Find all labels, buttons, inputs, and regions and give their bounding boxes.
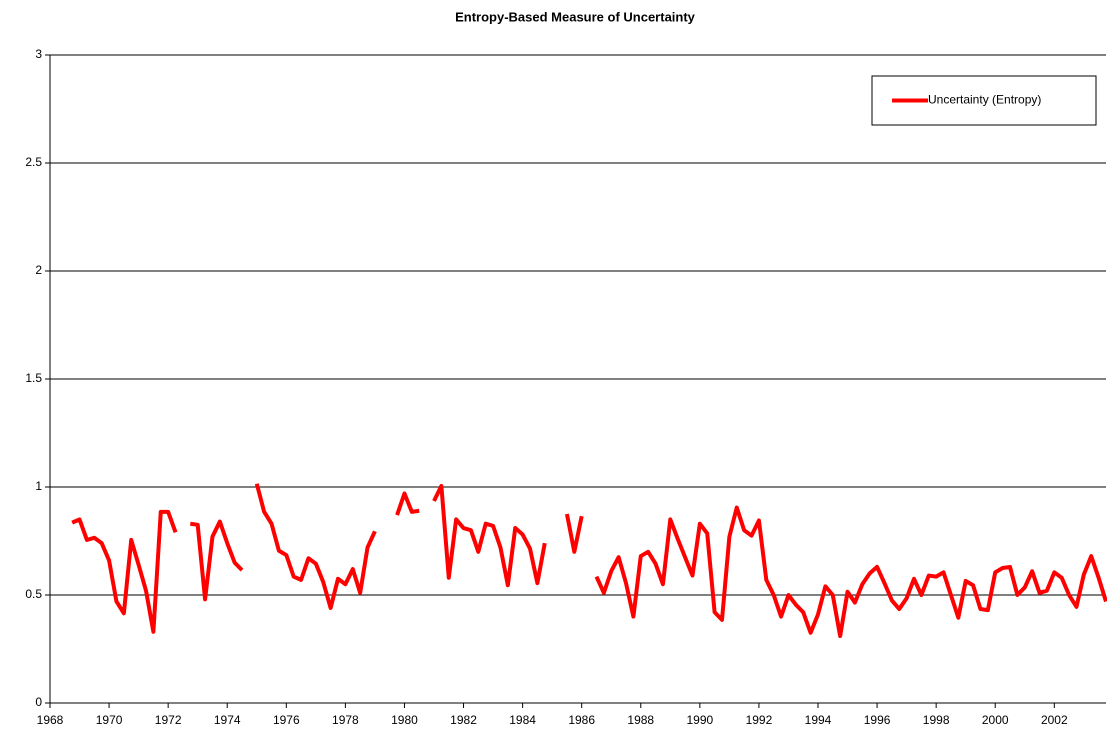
x-tick-label: 1998 (923, 713, 950, 727)
y-tick-label: 0 (35, 695, 42, 709)
y-tick-label: 2.5 (25, 155, 42, 169)
x-tick-label: 2000 (982, 713, 1009, 727)
x-tick-label: 1992 (746, 713, 773, 727)
x-tick-label: 1978 (332, 713, 359, 727)
x-tick-label: 1976 (273, 713, 300, 727)
y-tick-label: 2 (35, 263, 42, 277)
legend-label: Uncertainty (Entropy) (928, 93, 1041, 107)
chart-title: Entropy-Based Measure of Uncertainty (455, 9, 696, 24)
y-tick-label: 1 (35, 479, 42, 493)
x-tick-label: 1982 (450, 713, 477, 727)
x-tick-label: 1970 (96, 713, 123, 727)
x-tick-label: 1974 (214, 713, 241, 727)
x-tick-label: 1980 (391, 713, 418, 727)
x-tick-label: 1990 (686, 713, 713, 727)
x-tick-label: 1984 (509, 713, 536, 727)
x-tick-label: 1986 (568, 713, 595, 727)
x-tick-label: 1994 (805, 713, 832, 727)
x-tick-label: 1972 (155, 713, 182, 727)
data-line (71, 483, 1107, 639)
y-tick-label: 0.5 (25, 587, 42, 601)
x-tick-label: 2002 (1041, 713, 1068, 727)
y-tick-label: 1.5 (25, 371, 42, 385)
x-tick-label: 1996 (864, 713, 891, 727)
x-tick-label: 1988 (627, 713, 654, 727)
x-tick-label: 1968 (37, 713, 64, 727)
y-tick-label: 3 (35, 47, 42, 61)
